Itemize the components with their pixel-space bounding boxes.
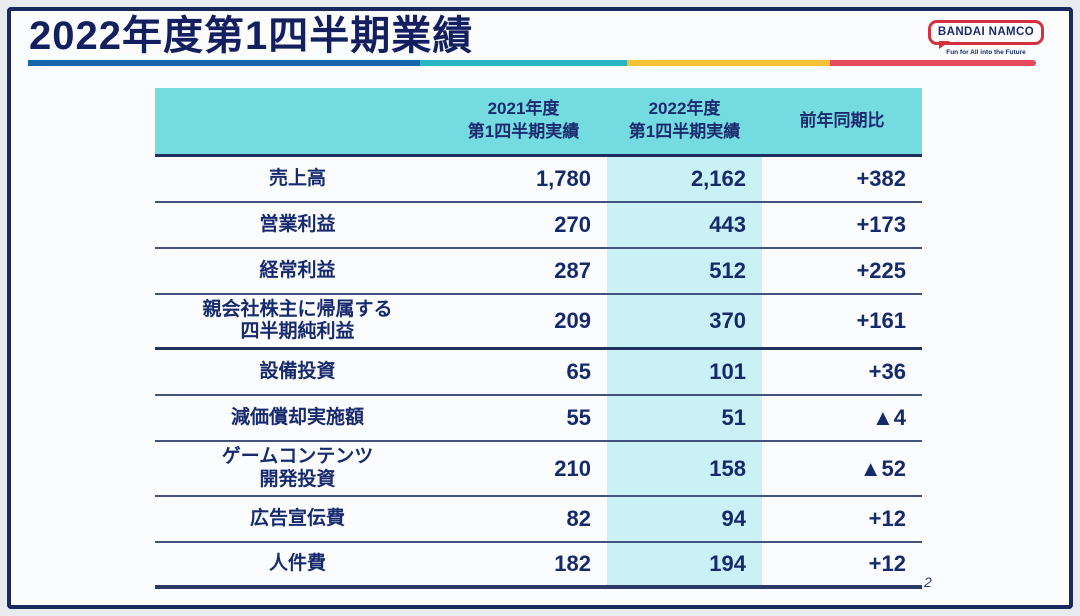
yoy-value: +161 [856, 308, 906, 333]
slide: 2022年度第1四半期業績 BANDAI NAMCO Fun for All i… [7, 7, 1073, 609]
header-cell-fy2022: 2022年度 第1四半期実績 [628, 99, 741, 141]
fy2022-value: 512 [607, 249, 762, 293]
yoy-value: +225 [856, 258, 906, 283]
header-cell-yoy: 前年同期比 [799, 110, 885, 130]
accent-segment-blue [28, 60, 420, 66]
row-label: 経常利益 [259, 259, 336, 281]
fy2021-value: 65 [566, 359, 591, 384]
fy2021-value: 270 [554, 212, 591, 237]
fy2022-value: 2,162 [607, 157, 762, 201]
yoy-value: +12 [868, 551, 906, 576]
yoy-value: ▲52 [859, 455, 906, 481]
table-row-net-sales: 売上高 1,780 2,162 +382 [155, 157, 922, 203]
fy2021-value: 287 [554, 258, 591, 283]
fy2022-value: 370 [607, 295, 762, 347]
yoy-value: +36 [868, 359, 906, 384]
fy2022-value: 101 [607, 350, 762, 394]
fy2022-value: 158 [607, 442, 762, 495]
yoy-value: +12 [868, 506, 906, 531]
fy2021-value: 210 [554, 455, 591, 481]
row-label: 親会社株主に帰属する 四半期純利益 [202, 298, 393, 342]
row-label: 売上高 [268, 167, 326, 189]
header-cell-fy2021: 2021年度 第1四半期実績 [467, 99, 580, 141]
accent-segment-teal [420, 60, 627, 66]
slide-title: 2022年度第1四半期業績 [29, 14, 474, 58]
fy2021-value: 182 [554, 551, 591, 576]
logo-bubble-tail-icon [939, 41, 950, 49]
logo-wordmark: BANDAI NAMCO [937, 26, 1035, 38]
accent-segment-yellow [627, 60, 830, 66]
table-row-quarterly-net-profit: 親会社株主に帰属する 四半期純利益 209 370 +161 [155, 295, 922, 350]
row-label: 人件費 [268, 552, 326, 574]
fy2022-value: 194 [607, 543, 762, 585]
accent-segment-red [830, 60, 1036, 66]
table-header-row: 2021年度 第1四半期実績 2022年度 第1四半期実績 前年同期比 [155, 88, 922, 157]
table-row-recurring-profit: 経常利益 287 512 +225 [155, 249, 922, 295]
fy2022-value: 443 [607, 203, 762, 247]
fy2022-value: 94 [607, 497, 762, 541]
yoy-value: ▲4 [871, 405, 906, 430]
yoy-value: +173 [856, 212, 906, 237]
fy2021-value: 209 [554, 308, 591, 333]
table-row-game-content-investment: ゲームコンテンツ 開発投資 210 158 ▲52 [155, 442, 922, 497]
row-label: 減価償却実施額 [230, 406, 364, 428]
table-row-capex: 設備投資 65 101 +36 [155, 350, 922, 396]
yoy-value: +382 [856, 166, 906, 191]
logo-speech-bubble: BANDAI NAMCO [928, 20, 1044, 49]
fy2021-value: 55 [566, 405, 591, 430]
results-table: 2021年度 第1四半期実績 2022年度 第1四半期実績 前年同期比 売上高 … [155, 88, 922, 589]
bandai-namco-logo: BANDAI NAMCO Fun for All into the Future [928, 20, 1044, 56]
row-label: ゲームコンテンツ 開発投資 [221, 446, 374, 490]
logo-tagline: Fun for All into the Future [946, 49, 1026, 56]
row-label: 営業利益 [259, 213, 336, 235]
header-cell-label [155, 88, 440, 154]
page-number: 2 [924, 574, 932, 590]
fy2022-value: 51 [607, 396, 762, 440]
accent-bar [28, 60, 1036, 66]
table-row-advertising: 広告宣伝費 82 94 +12 [155, 497, 922, 543]
fy2021-value: 82 [566, 506, 591, 531]
row-label: 広告宣伝費 [249, 507, 345, 529]
fy2021-value: 1,780 [535, 166, 591, 191]
table-row-operating-profit: 営業利益 270 443 +173 [155, 203, 922, 249]
table-row-depreciation: 減価償却実施額 55 51 ▲4 [155, 396, 922, 442]
row-label: 設備投資 [259, 360, 336, 382]
table-row-personnel: 人件費 182 194 +12 [155, 543, 922, 589]
